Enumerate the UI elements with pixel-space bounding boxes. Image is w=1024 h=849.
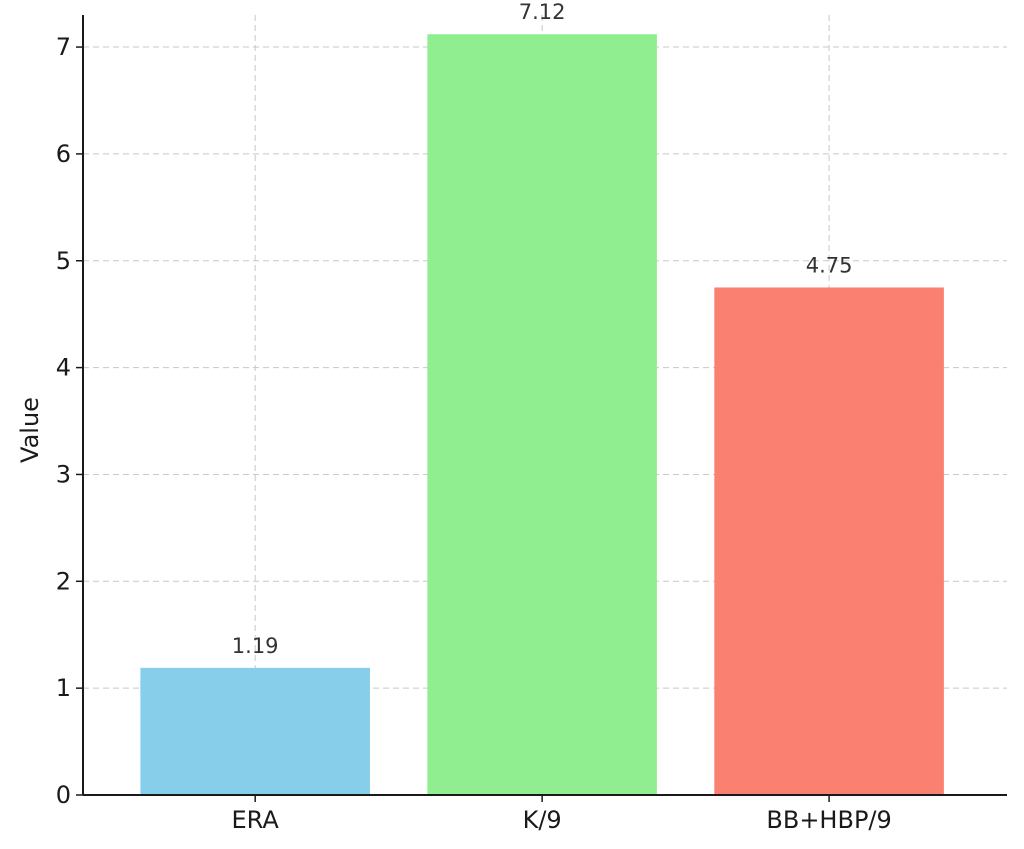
data-labels: 1.19 7.12 4.75 bbox=[232, 0, 853, 658]
bar-value-label: 1.19 bbox=[232, 634, 279, 658]
y-tick-label: 6 bbox=[56, 140, 71, 168]
x-tick-label: ERA bbox=[232, 806, 280, 834]
y-tick-label: 1 bbox=[56, 674, 71, 702]
y-tick-label: 4 bbox=[56, 354, 71, 382]
axes: 0 1 2 3 4 5 6 7 ERA K/9 BB+HBP/9 bbox=[56, 15, 1007, 834]
x-tick-label: BB+HBP/9 bbox=[766, 806, 891, 834]
y-tick-label: 5 bbox=[56, 247, 71, 275]
bar-value-label: 4.75 bbox=[806, 253, 853, 277]
bar-value-label: 7.12 bbox=[519, 0, 566, 24]
x-tick-label: K/9 bbox=[523, 806, 562, 834]
bar-bb-hbp-9 bbox=[714, 287, 944, 795]
bar-era bbox=[140, 667, 370, 795]
y-axis-title: Value bbox=[16, 397, 44, 463]
y-tick-label: 7 bbox=[56, 33, 71, 61]
y-tick-label: 2 bbox=[56, 567, 71, 595]
bar-k-9 bbox=[427, 34, 657, 796]
y-tick-label: 0 bbox=[56, 781, 71, 809]
bars bbox=[140, 34, 944, 796]
y-tick-label: 3 bbox=[56, 460, 71, 488]
